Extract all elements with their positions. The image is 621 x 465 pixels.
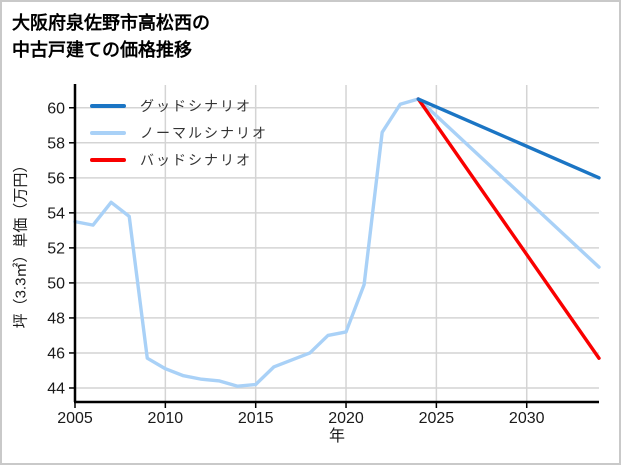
legend: グッドシナリオ ノーマルシナリオ バッドシナリオ [90, 92, 268, 173]
x-tick-label: 2025 [419, 410, 455, 427]
x-tick-label: 2010 [148, 410, 184, 427]
y-tick-label: 60 [47, 100, 65, 117]
y-tick-label: 56 [47, 170, 65, 187]
x-axis-label: 年 [328, 428, 345, 445]
y-tick-label: 54 [47, 205, 65, 222]
chart-title: 大阪府泉佐野市高松西の 中古戸建ての価格推移 [12, 10, 210, 64]
legend-swatch [90, 103, 126, 108]
series-line-bad-scenario [416, 97, 601, 360]
x-tick-label: 2030 [509, 410, 545, 427]
y-tick-label: 58 [47, 135, 65, 152]
chart-title-line1: 大阪府泉佐野市高松西の [12, 13, 210, 33]
legend-item: グッドシナリオ [90, 92, 268, 119]
series-line-normal-scenario [73, 97, 601, 388]
legend-label: ノーマルシナリオ [140, 124, 268, 141]
y-tick-label: 52 [47, 240, 65, 257]
y-tick-label: 46 [47, 345, 65, 362]
x-tick-label: 2020 [328, 410, 364, 427]
series-line-good-scenario [416, 97, 601, 180]
legend-label: バッドシナリオ [140, 151, 252, 168]
y-tick-label: 44 [47, 380, 65, 397]
legend-label: グッドシナリオ [140, 97, 252, 114]
y-axis-label: 坪（3.3㎡）単価（万円） [12, 157, 30, 329]
y-tick-label: 50 [47, 275, 65, 292]
y-tick-label: 48 [47, 310, 65, 327]
legend-swatch [90, 157, 126, 162]
chart-title-line2: 中古戸建ての価格推移 [12, 40, 192, 60]
legend-item: バッドシナリオ [90, 146, 268, 173]
legend-item: ノーマルシナリオ [90, 119, 268, 146]
x-tick-label: 2015 [238, 410, 274, 427]
legend-swatch [90, 130, 126, 135]
x-tick-label: 2005 [57, 410, 93, 427]
